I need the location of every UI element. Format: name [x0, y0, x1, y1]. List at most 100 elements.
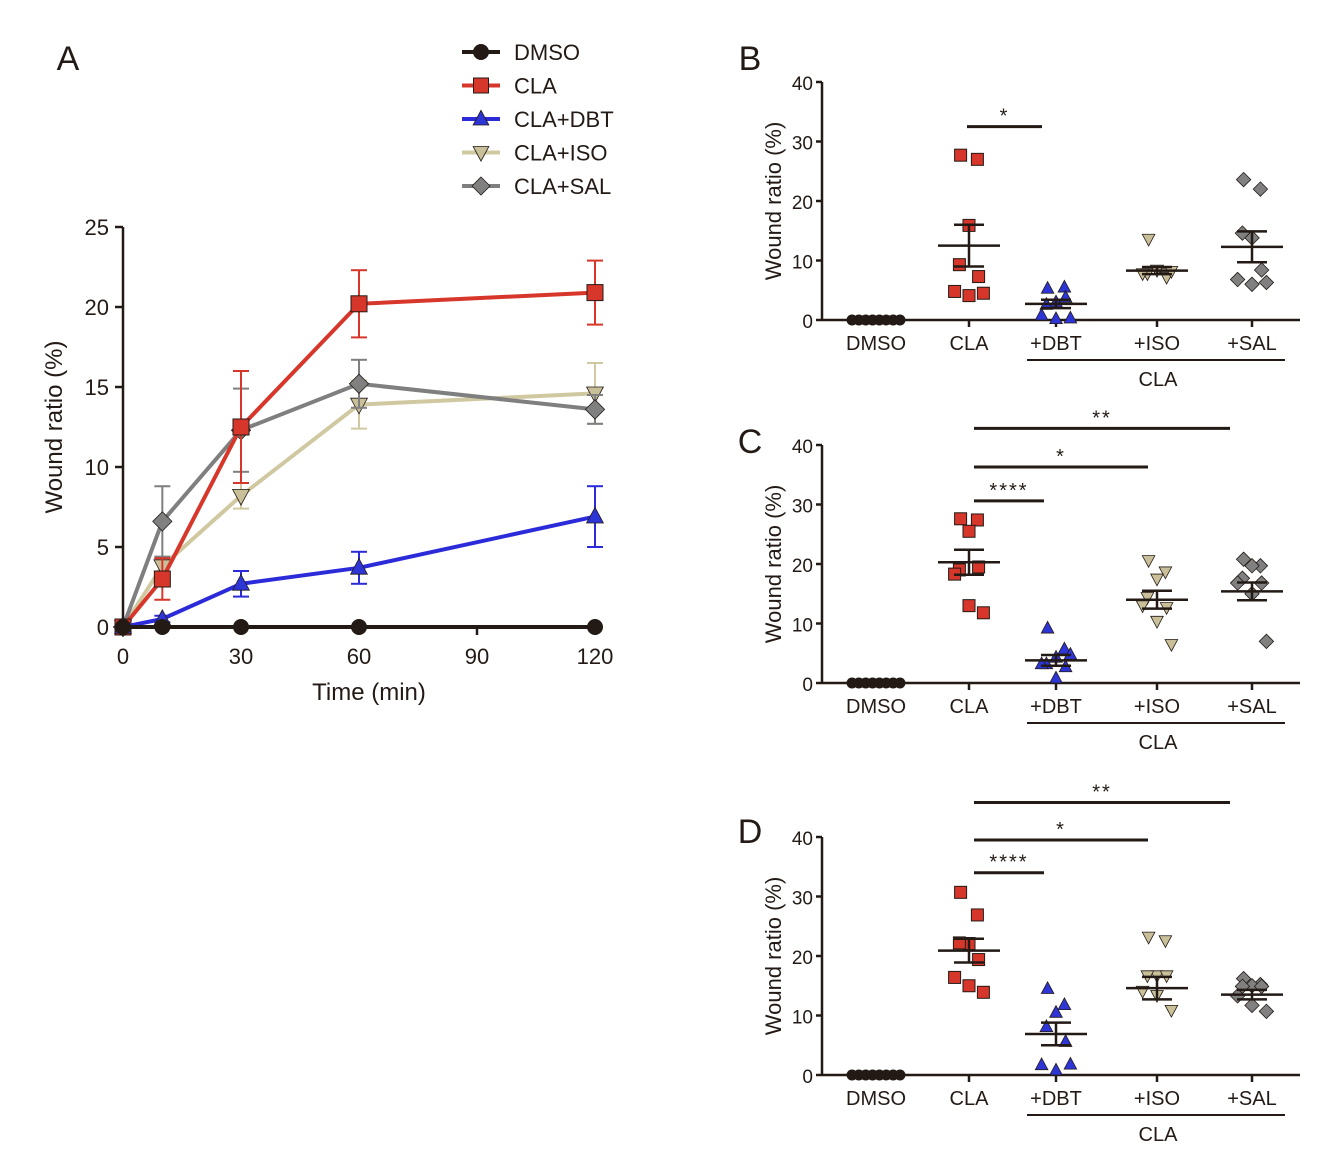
group-label: CLA [1139, 732, 1179, 754]
data-point [1034, 1057, 1049, 1071]
data-point [1164, 1004, 1179, 1018]
series-cla-sal [112, 358, 606, 638]
y-tick-label: 40 [792, 74, 813, 95]
data-point [894, 314, 906, 326]
data-point [952, 258, 966, 272]
series-dmso [115, 619, 603, 635]
y-tick-label: 10 [792, 253, 813, 274]
data-point [348, 373, 370, 394]
data-point [1034, 307, 1049, 321]
data-point [1141, 555, 1156, 569]
x-tick-label: +ISO [1134, 1088, 1180, 1110]
data-point [1063, 1056, 1078, 1070]
data-point [1040, 280, 1055, 294]
x-tick-label: CLA [950, 333, 990, 355]
group-sal [1221, 970, 1283, 1020]
y-tick-label: 20 [792, 193, 813, 214]
y-tick-label: 0 [97, 615, 109, 640]
group-sal [1221, 551, 1283, 650]
data-point [1049, 1062, 1063, 1076]
x-tick-label: 60 [347, 644, 371, 669]
panel-label-a: A [57, 40, 80, 78]
data-point [351, 619, 367, 635]
data-point [1049, 1004, 1063, 1018]
x-tick-label: +DBT [1030, 1088, 1082, 1110]
data-point [954, 512, 968, 526]
data-point [1057, 279, 1072, 293]
y-axis-title: Wound ratio (%) [41, 341, 68, 514]
data-point [976, 985, 990, 999]
x-tick-label: +DBT [1030, 333, 1082, 355]
group-sal [1221, 171, 1283, 293]
data-point [115, 619, 131, 635]
data-point [232, 418, 250, 436]
data-point [585, 506, 605, 524]
y-tick-label: 5 [97, 535, 109, 560]
data-point [970, 513, 984, 527]
legend: DMSO CLA CLA+DBT CLA+ISO CLA+SAL [462, 40, 614, 199]
data-point [962, 524, 976, 538]
data-point [1049, 670, 1063, 684]
data-point [233, 619, 249, 635]
y-tick-label: 0 [802, 1067, 813, 1088]
data-point [970, 152, 984, 166]
y-axis-title: Wound ratio (%) [761, 485, 786, 644]
x-tick-label: 30 [229, 644, 253, 669]
y-tick-label: 40 [792, 829, 813, 850]
x-axis-title: Time (min) [312, 679, 426, 706]
data-point [948, 284, 962, 298]
data-point [154, 619, 171, 635]
x-tick-label: +ISO [1134, 333, 1180, 355]
significance-label: **** [989, 852, 1028, 874]
y-tick-label: 15 [85, 375, 109, 400]
y-tick-label: 20 [85, 295, 109, 320]
y-tick-label: 0 [802, 312, 813, 333]
legend-label: CLA [514, 74, 557, 99]
y-tick-label: 30 [792, 889, 813, 910]
data-point [948, 970, 962, 984]
y-tick-label: 10 [792, 616, 813, 637]
data-point [972, 270, 986, 284]
data-point [349, 557, 369, 575]
data-point [1244, 276, 1260, 293]
data-point [1158, 935, 1173, 949]
y-tick-label: 10 [792, 1008, 813, 1029]
panel-a: A 0 5 10 15 20 25 0 30 60 90 120 Time (min) Wound rat… [41, 40, 614, 706]
x-tick-label: DMSO [846, 696, 906, 718]
y-axis-title: Wound ratio (%) [761, 122, 786, 281]
legend-label: CLA+DBT [514, 107, 614, 132]
data-point [1150, 615, 1164, 629]
data-point [1252, 181, 1269, 197]
panel-b: B 0 10 20 30 40 DMSO CLA +DBT +ISO +SAL CLA Wound ra… [739, 40, 1300, 391]
panel-label-c: C [738, 423, 763, 461]
data-point [1040, 980, 1055, 994]
significance-label: ** [1092, 781, 1112, 803]
data-point [1164, 639, 1179, 653]
group-dmso [846, 677, 906, 689]
y-tick-label: 0 [802, 675, 813, 696]
data-point [962, 289, 976, 303]
data-point [894, 1069, 906, 1081]
data-point [1244, 997, 1260, 1014]
x-tick-label: 90 [465, 644, 489, 669]
y-axis-title: Wound ratio (%) [761, 877, 786, 1036]
data-point [1141, 233, 1156, 247]
data-point [1049, 311, 1063, 325]
y-tick-label: 40 [792, 437, 813, 458]
group-dmso [846, 1069, 906, 1081]
y-tick-label: 30 [792, 134, 813, 155]
x-tick-label: +SAL [1227, 696, 1276, 718]
data-point [152, 511, 173, 532]
legend-marker [473, 44, 489, 60]
data-point [1158, 566, 1173, 580]
group-label: CLA [1139, 369, 1179, 391]
data-point [954, 148, 968, 162]
data-point [970, 908, 984, 922]
legend-item: CLA+DBT [462, 107, 614, 132]
legend-item: CLA [462, 74, 557, 99]
x-tick-label: +SAL [1227, 333, 1276, 355]
legend-label: DMSO [514, 40, 580, 65]
y-tick-label: 20 [792, 556, 813, 577]
significance-label: * [1056, 819, 1066, 841]
legend-marker [473, 77, 489, 94]
